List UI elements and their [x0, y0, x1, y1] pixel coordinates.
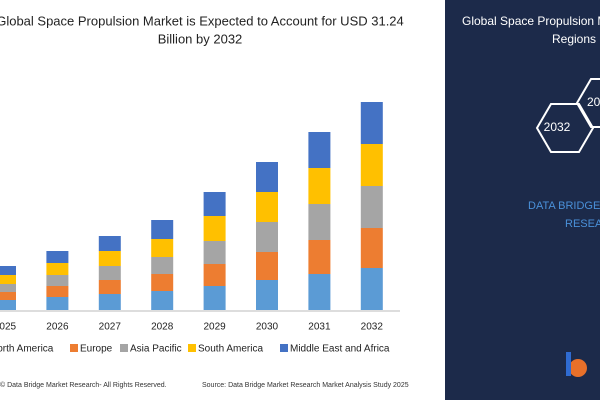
bar-segment [360, 228, 383, 268]
x-tick-label: 2031 [308, 322, 331, 333]
footer-left: © Data Bridge Market Research- All Right… [0, 381, 167, 389]
bar-segment [308, 168, 331, 204]
bar-segment [360, 102, 383, 144]
bar-segment [98, 236, 121, 251]
legend-swatch [188, 344, 196, 352]
bar-segment [203, 286, 226, 310]
side-title: Global Space Propulsion Market, By [462, 14, 600, 28]
bar-segment [151, 291, 174, 310]
bar-segment [0, 284, 16, 292]
bar-segment [151, 257, 174, 274]
bar-segment [360, 268, 383, 310]
side-panel [445, 0, 600, 400]
x-tick-label: 2029 [203, 322, 226, 333]
brand-text: DATA BRIDGE [528, 200, 600, 212]
legend-swatch [280, 344, 288, 352]
bar-segment [98, 251, 121, 266]
side-title: Regions [552, 32, 596, 46]
bar-segment [46, 297, 69, 310]
legend-swatch [120, 344, 128, 352]
chart-title: Billion by 2032 [158, 31, 243, 46]
brand-text: RESEARCH [565, 218, 600, 230]
bar-segment [98, 294, 121, 310]
legend-label: North America [0, 344, 54, 355]
logo [569, 359, 587, 377]
x-tick-label: 2028 [151, 322, 174, 333]
bar-segment [308, 132, 331, 168]
bar-segment [203, 264, 226, 286]
bar-segment [256, 192, 278, 222]
x-tick-label: 2032 [361, 322, 384, 333]
legend-swatch [70, 344, 78, 352]
chart-title: Global Space Propulsion Market is Expect… [0, 13, 404, 28]
x-tick-label: 2027 [99, 322, 122, 333]
bar-segment [98, 266, 121, 280]
legend-label: Europe [80, 344, 113, 355]
bar-segment [203, 192, 226, 216]
bar-segment [203, 216, 226, 241]
footer-right: Source: Data Bridge Market Research Mark… [202, 382, 409, 389]
bar-segment [151, 274, 174, 291]
hexagon [575, 78, 600, 128]
bar-segment [151, 239, 174, 257]
bar-segment [46, 275, 69, 286]
legend-label: Asia Pacific [130, 344, 182, 355]
hexagon-label: 2032 [544, 120, 571, 134]
bar-segment [0, 292, 16, 300]
x-tick-label: 2030 [256, 322, 279, 333]
bar-segment [308, 204, 331, 240]
bar-segment [0, 266, 16, 275]
bar-segment [203, 241, 226, 264]
bar-segment [256, 162, 278, 192]
x-tick-label: 2026 [46, 322, 69, 333]
bar-segment [360, 186, 383, 228]
bar-segment [256, 222, 278, 252]
legend-label: South America [198, 344, 263, 355]
bar-segment [308, 274, 331, 310]
bar-segment [256, 252, 278, 280]
bar-segment [0, 300, 16, 310]
bar-segment [46, 286, 69, 297]
bar-segment [46, 251, 69, 263]
bar-segment [151, 220, 174, 239]
bar-segment [46, 263, 69, 275]
hexagon-label: 2025 [587, 95, 600, 109]
x-tick-label: 2025 [0, 322, 17, 333]
bar-segment [360, 144, 383, 186]
legend-label: Middle East and Africa [290, 344, 390, 355]
bar-segment [0, 275, 16, 284]
bar-segment [98, 280, 121, 294]
logo [566, 352, 571, 376]
bar-segment [308, 240, 331, 274]
bar-segment [256, 280, 278, 310]
